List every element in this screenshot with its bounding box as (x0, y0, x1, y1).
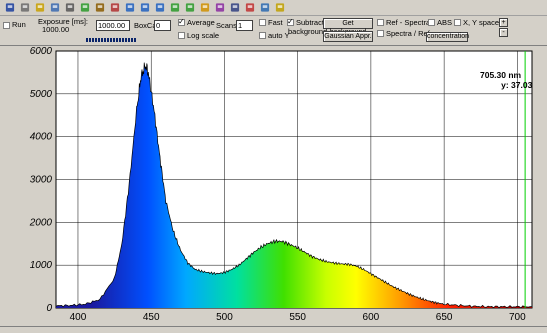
run-checkbox[interactable] (3, 22, 10, 29)
y-tick-label: 2000 (29, 217, 53, 228)
progress-segment (116, 38, 118, 42)
get-background-button[interactable]: Get background (323, 18, 373, 36)
flag-icon[interactable] (244, 2, 256, 14)
progress-segment (98, 38, 100, 42)
vertical-zoom-icon[interactable] (139, 2, 151, 14)
spectrum-fill (56, 62, 532, 308)
ref-spectra-label: Ref - Spectra (386, 18, 431, 27)
average-checkbox[interactable] (178, 17, 185, 27)
exposure-progress-bar (86, 38, 136, 42)
scans-input[interactable]: 1 (236, 20, 253, 31)
scans-label: Scans: (216, 21, 239, 30)
x-tick-label: 500 (216, 312, 233, 323)
up-down-icon[interactable] (184, 2, 196, 14)
progress-segment (107, 38, 109, 42)
open-folder-icon[interactable] (34, 2, 46, 14)
progress-segment (131, 38, 133, 42)
progress-segment (92, 38, 94, 42)
progress-segment (128, 38, 130, 42)
y-tick-label: 1000 (30, 260, 53, 271)
progress-segment (104, 38, 106, 42)
exposure-input[interactable]: 1000.00 (96, 20, 130, 31)
spectra-ref-label: Spectra / Ref (386, 29, 430, 38)
y-tick-label: 5000 (30, 89, 53, 100)
export-icon[interactable] (109, 2, 121, 14)
auto-y-label: auto Y (268, 31, 290, 40)
plus-button[interactable]: + (499, 18, 508, 27)
auto-y-checkbox[interactable] (259, 32, 266, 39)
exposure-label: Exposure [ms]: (38, 17, 89, 26)
minus-button[interactable]: - (499, 28, 508, 37)
run-label: Run (12, 20, 26, 29)
progress-segment (101, 38, 103, 42)
log-scale-checkbox[interactable] (178, 32, 185, 39)
fast-checkbox[interactable] (259, 19, 266, 26)
x-tick-label: 600 (363, 312, 380, 323)
subtract-background-checkbox[interactable] (287, 17, 294, 27)
spectrum-plot[interactable]: 400 450 500 550 600 650 700 0 1000 2000 3000 4000 50… (0, 46, 547, 326)
background-label: background (288, 27, 328, 36)
boxcar-input[interactable]: 0 (154, 20, 171, 31)
spectrum-icon[interactable] (214, 2, 226, 14)
grid-icon[interactable] (259, 2, 271, 14)
progress-segment (95, 38, 97, 42)
ref-spectra-checkbox[interactable] (377, 19, 384, 26)
fit-icon[interactable] (169, 2, 181, 14)
folder-icon[interactable] (199, 2, 211, 14)
camera-icon[interactable] (229, 2, 241, 14)
log-scale-label: Log scale (187, 31, 220, 40)
y-tick-label: 6000 (30, 46, 53, 57)
progress-segment (89, 38, 91, 42)
help-icon[interactable] (274, 2, 286, 14)
fast-label: Fast (268, 18, 283, 27)
progress-segment (125, 38, 127, 42)
exposure-sub-label: 1000.00 (42, 25, 70, 34)
progress-segment (86, 38, 88, 42)
abs-label: ABS (437, 18, 453, 27)
pan-icon[interactable] (154, 2, 166, 14)
spectra-ref-checkbox[interactable] (377, 30, 384, 37)
status-bar (0, 326, 547, 333)
x-tick-label: 650 (436, 312, 453, 323)
subtract-label: Subtract (296, 18, 324, 27)
x-tick-label: 550 (289, 312, 306, 323)
wand-icon[interactable] (94, 2, 106, 14)
progress-segment (113, 38, 115, 42)
y-tick-label: 3000 (30, 175, 53, 186)
progress-segment (122, 38, 124, 42)
average-label: Average (187, 18, 215, 27)
xy-space-label: X, Y space (463, 18, 499, 27)
progress-segment (110, 38, 112, 42)
cursor-y-readout: y: 37.03 (501, 80, 532, 90)
save-icon[interactable] (4, 2, 16, 14)
x-tick-label: 450 (143, 312, 160, 323)
x-tick-label: 700 (509, 312, 526, 323)
gaussian-approx-button[interactable]: Gaussian Appr. (323, 31, 373, 42)
progress-segment (134, 38, 136, 42)
spectrum-line (55, 62, 533, 309)
abs-checkbox[interactable] (428, 19, 435, 26)
print-icon[interactable] (64, 2, 76, 14)
concentration-button[interactable]: concentration (426, 32, 470, 42)
cursor-x-readout: 705.30 nm (480, 70, 522, 80)
x-tick-label: 400 (70, 312, 87, 323)
boxcar-label: BoxCar: (134, 21, 162, 30)
acquisition-controls: Run Exposure [ms]: 1000.00 1000.00 BoxCa… (0, 16, 547, 46)
y-tick-label: 4000 (30, 132, 53, 143)
copy-icon[interactable] (49, 2, 61, 14)
green-arrows-icon[interactable] (79, 2, 91, 14)
main-toolbar (0, 0, 547, 16)
xy-space-checkbox[interactable] (454, 19, 461, 26)
spectrum-chart-svg[interactable]: 400 450 500 550 600 650 700 0 1000 2000 3000 4000 50… (0, 46, 547, 326)
disk-icon[interactable] (19, 2, 31, 14)
horizontal-zoom-icon[interactable] (124, 2, 136, 14)
progress-segment (119, 38, 121, 42)
y-tick-label: 0 (46, 303, 52, 314)
